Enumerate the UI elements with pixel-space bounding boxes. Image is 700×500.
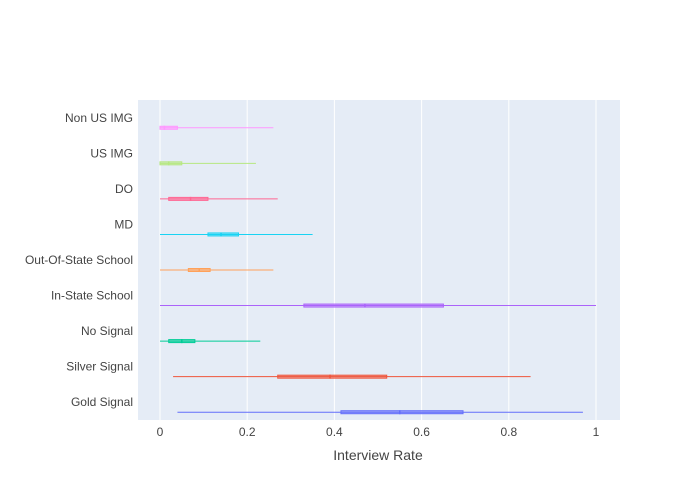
box-gold-signal bbox=[177, 410, 583, 415]
y-tick-label: No Signal bbox=[81, 324, 133, 338]
y-tick-label: Out-Of-State School bbox=[25, 253, 133, 267]
box-us-img bbox=[159, 161, 256, 166]
y-tick-labels: Gold Signal Silver Signal No Signal In-Stat… bbox=[25, 111, 133, 409]
x-tick-labels: 0 0.2 0.4 0.6 0.8 1 bbox=[157, 425, 600, 439]
box-do bbox=[160, 196, 278, 201]
x-tick-label: 0.4 bbox=[326, 425, 343, 439]
box-iqr bbox=[159, 161, 183, 166]
grid-lines bbox=[159, 100, 597, 420]
box-iqr bbox=[303, 303, 444, 308]
box-iqr bbox=[207, 232, 239, 237]
x-tick-label: 0 bbox=[157, 425, 164, 439]
y-tick-label: Non US IMG bbox=[65, 111, 133, 125]
y-tick-label: US IMG bbox=[90, 146, 133, 160]
box-iqr bbox=[277, 374, 388, 379]
y-tick-label: Gold Signal bbox=[71, 395, 133, 409]
box-md bbox=[160, 232, 313, 237]
box-iqr bbox=[159, 125, 178, 130]
box-non-us-img bbox=[159, 125, 274, 130]
y-tick-label: Silver Signal bbox=[66, 360, 133, 374]
box-silver-signal bbox=[173, 374, 531, 379]
box-series bbox=[159, 125, 596, 415]
x-tick-label: 0.6 bbox=[413, 425, 430, 439]
box-iqr bbox=[168, 196, 209, 201]
box-in-state-school bbox=[160, 303, 596, 308]
plot-background bbox=[138, 100, 620, 420]
x-axis-title: Interview Rate bbox=[333, 447, 423, 463]
box-no-signal bbox=[160, 339, 261, 344]
box-iqr bbox=[340, 410, 464, 415]
x-tick-label: 1 bbox=[593, 425, 600, 439]
y-tick-label: MD bbox=[114, 217, 133, 231]
box-out-of-state-school bbox=[160, 268, 274, 272]
x-tick-label: 0.8 bbox=[500, 425, 517, 439]
x-tick-label: 0.2 bbox=[239, 425, 256, 439]
y-tick-label: In-State School bbox=[51, 289, 133, 303]
y-tick-label: DO bbox=[115, 182, 133, 196]
